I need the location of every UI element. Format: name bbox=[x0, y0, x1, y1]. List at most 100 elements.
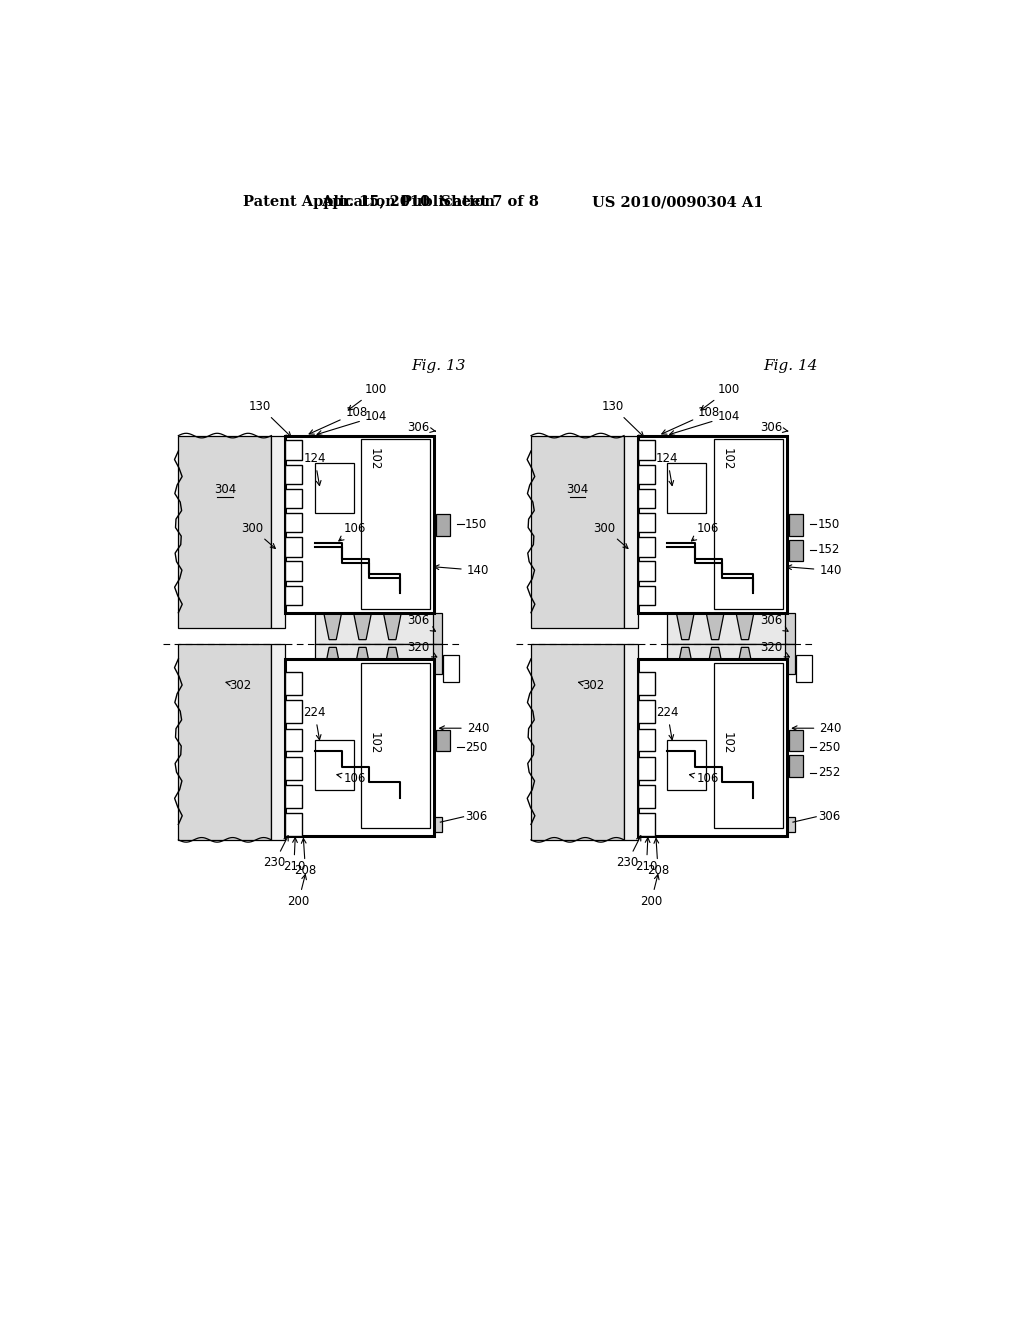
Text: 140: 140 bbox=[786, 564, 842, 577]
Text: 140: 140 bbox=[434, 564, 489, 577]
Bar bbox=[286, 701, 302, 723]
Bar bbox=[668, 739, 707, 789]
Text: 106: 106 bbox=[337, 772, 367, 785]
Bar bbox=[286, 659, 434, 836]
Text: 240: 240 bbox=[793, 722, 842, 735]
Bar bbox=[361, 663, 430, 829]
Bar bbox=[286, 488, 302, 508]
Bar bbox=[796, 655, 812, 682]
Bar bbox=[286, 586, 302, 605]
Bar bbox=[314, 739, 353, 789]
Text: 302: 302 bbox=[226, 680, 252, 693]
Text: 306: 306 bbox=[408, 614, 435, 631]
Text: 306: 306 bbox=[760, 421, 788, 434]
Bar bbox=[655, 436, 662, 612]
Polygon shape bbox=[736, 647, 754, 675]
Polygon shape bbox=[324, 612, 342, 640]
Text: US 2010/0090304 A1: US 2010/0090304 A1 bbox=[592, 195, 764, 210]
Bar bbox=[638, 813, 655, 836]
FancyBboxPatch shape bbox=[531, 644, 624, 840]
Bar bbox=[624, 436, 638, 628]
Text: Fig. 14: Fig. 14 bbox=[763, 359, 818, 374]
Bar bbox=[662, 659, 668, 836]
Bar bbox=[436, 515, 451, 536]
Bar bbox=[432, 817, 442, 832]
Bar bbox=[286, 513, 302, 532]
Text: 224: 224 bbox=[303, 706, 326, 739]
Bar bbox=[638, 785, 655, 808]
Bar bbox=[785, 817, 795, 832]
Text: Patent Application Publication: Patent Application Publication bbox=[243, 195, 495, 210]
Bar bbox=[271, 436, 286, 628]
Text: 102: 102 bbox=[368, 447, 381, 470]
Bar bbox=[790, 755, 803, 776]
Text: 200: 200 bbox=[640, 875, 663, 908]
Bar bbox=[638, 659, 786, 836]
Text: 124: 124 bbox=[303, 453, 326, 486]
Polygon shape bbox=[676, 647, 694, 675]
Bar bbox=[668, 462, 707, 512]
Bar bbox=[432, 644, 442, 675]
Text: 100: 100 bbox=[700, 383, 739, 411]
Text: 306: 306 bbox=[818, 810, 840, 824]
Polygon shape bbox=[707, 612, 724, 640]
Bar bbox=[638, 465, 655, 484]
Text: 150: 150 bbox=[818, 517, 840, 531]
Text: 306: 306 bbox=[408, 421, 435, 434]
Bar bbox=[668, 644, 786, 675]
Text: 306: 306 bbox=[760, 614, 788, 631]
Bar bbox=[790, 730, 803, 751]
Polygon shape bbox=[676, 612, 694, 640]
Bar bbox=[638, 672, 655, 694]
Bar bbox=[638, 729, 655, 751]
Bar bbox=[314, 612, 434, 644]
Text: 210: 210 bbox=[283, 838, 305, 874]
Text: 300: 300 bbox=[241, 521, 275, 548]
Bar bbox=[271, 644, 286, 840]
Bar bbox=[314, 644, 434, 675]
FancyBboxPatch shape bbox=[178, 644, 271, 840]
Text: 200: 200 bbox=[288, 875, 309, 908]
Text: 302: 302 bbox=[579, 680, 604, 693]
Text: 108: 108 bbox=[309, 407, 368, 434]
Bar bbox=[314, 462, 353, 512]
Text: 240: 240 bbox=[439, 722, 489, 735]
Text: 100: 100 bbox=[348, 383, 387, 411]
Text: 304: 304 bbox=[214, 483, 236, 496]
Bar bbox=[436, 730, 451, 751]
Bar bbox=[785, 644, 795, 675]
Text: 130: 130 bbox=[601, 400, 644, 437]
Bar bbox=[638, 586, 655, 605]
Bar bbox=[638, 537, 655, 557]
Bar bbox=[790, 515, 803, 536]
Text: 224: 224 bbox=[656, 706, 679, 739]
Bar bbox=[286, 756, 302, 780]
Bar bbox=[286, 441, 302, 459]
Text: 320: 320 bbox=[408, 640, 437, 657]
Text: 104: 104 bbox=[670, 409, 739, 436]
Text: Apr. 15, 2010  Sheet 7 of 8: Apr. 15, 2010 Sheet 7 of 8 bbox=[322, 195, 540, 210]
Bar bbox=[361, 440, 430, 609]
Text: 152: 152 bbox=[818, 543, 840, 556]
FancyBboxPatch shape bbox=[178, 436, 271, 628]
Bar bbox=[286, 465, 302, 484]
Polygon shape bbox=[736, 612, 754, 640]
Bar bbox=[432, 612, 442, 644]
Bar bbox=[790, 540, 803, 561]
Polygon shape bbox=[707, 647, 724, 675]
Bar bbox=[714, 663, 783, 829]
Polygon shape bbox=[383, 612, 401, 640]
Text: 130: 130 bbox=[249, 400, 291, 437]
Text: 106: 106 bbox=[689, 772, 719, 785]
Bar bbox=[308, 659, 314, 836]
Polygon shape bbox=[353, 647, 372, 675]
Text: 104: 104 bbox=[317, 409, 387, 436]
Text: 304: 304 bbox=[566, 483, 589, 496]
Text: 208: 208 bbox=[647, 838, 670, 878]
Bar bbox=[302, 659, 308, 836]
Bar bbox=[302, 436, 308, 612]
Bar bbox=[638, 436, 786, 612]
Bar bbox=[785, 612, 795, 644]
Text: 102: 102 bbox=[721, 733, 733, 755]
Bar bbox=[662, 436, 668, 612]
